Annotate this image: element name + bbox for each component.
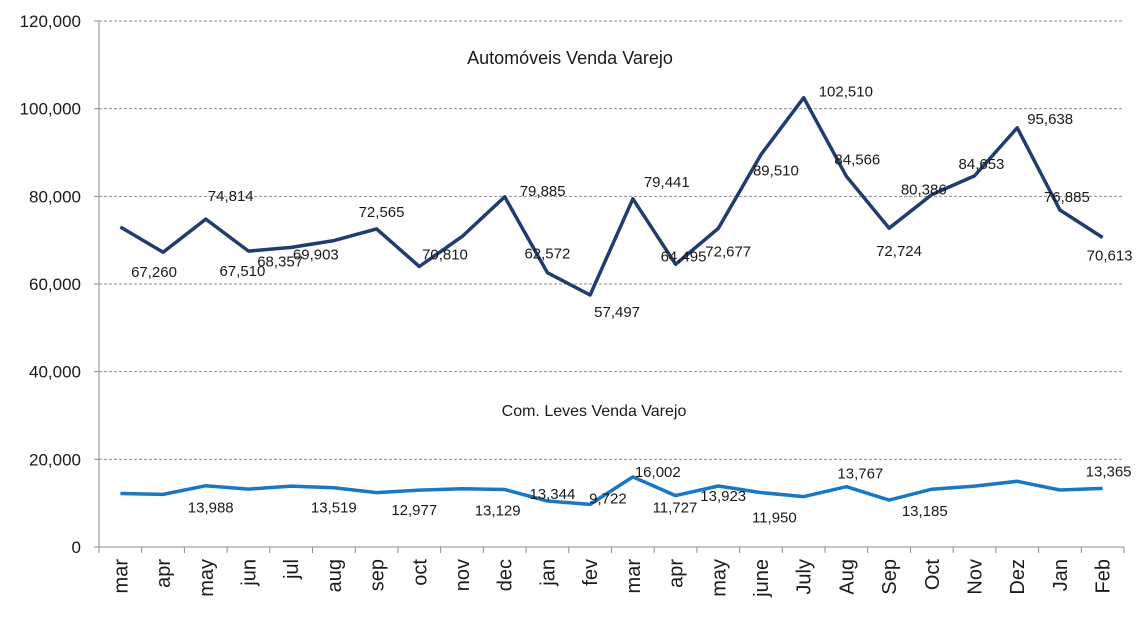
gridlines xyxy=(99,20,1124,460)
data-label: 64,495 xyxy=(661,248,707,265)
data-label: 79,885 xyxy=(520,183,566,200)
x-tick-label: mar xyxy=(110,559,132,594)
series-line-1 xyxy=(120,475,1103,507)
series-lines xyxy=(119,95,1104,507)
data-label: 79,441 xyxy=(644,174,690,191)
x-tick-label: Jan xyxy=(1050,559,1072,591)
data-label: 16,002 xyxy=(635,464,681,481)
x-tick-label: jan xyxy=(537,559,559,587)
x-tick-label: apr xyxy=(153,559,175,588)
y-tick-label: 120,000 xyxy=(20,12,81,31)
data-label: 89,510 xyxy=(753,163,799,180)
x-tick-label: Oct xyxy=(922,559,944,591)
series-name-com-leves: Com. Leves Venda Varejo xyxy=(502,403,687,420)
x-tick-label: apr xyxy=(666,559,688,588)
x-tick-label: dec xyxy=(495,559,517,591)
data-label: 67,510 xyxy=(219,263,265,280)
x-tick-label: Aug xyxy=(836,559,858,595)
x-axis-tick-labels: mar apr may jun jul aug sep oct nov dec jan fev mar a… xyxy=(110,559,1114,598)
data-label: 13,365 xyxy=(1086,463,1132,480)
x-tick-label: July xyxy=(794,559,816,595)
series-name-automoveis: Automóveis Venda Varejo xyxy=(467,48,673,68)
y-tick-label: 60,000 xyxy=(29,275,81,294)
data-label: 72,724 xyxy=(876,243,922,260)
axes xyxy=(94,20,1125,553)
data-label: 84,653 xyxy=(959,156,1005,173)
data-label: 95,638 xyxy=(1027,111,1073,128)
data-label: 72,677 xyxy=(705,243,751,260)
data-label: 84,566 xyxy=(834,151,880,168)
y-tick-label: 0 xyxy=(72,538,81,557)
y-tick-label: 100,000 xyxy=(20,100,81,119)
data-label: 57,497 xyxy=(594,304,640,321)
data-label: 62,572 xyxy=(524,246,570,263)
data-label: 70,810 xyxy=(422,247,468,264)
x-tick-label: oct xyxy=(409,559,431,586)
data-label: 67,260 xyxy=(131,264,177,281)
y-tick-label: 20,000 xyxy=(29,450,81,469)
data-label: 72,565 xyxy=(359,204,405,221)
data-label: 13,988 xyxy=(188,500,234,517)
y-tick-label: 40,000 xyxy=(29,363,81,382)
x-tick-label: mar xyxy=(623,559,645,594)
x-tick-label: jul xyxy=(281,559,303,580)
data-label: 76,885 xyxy=(1044,189,1090,206)
x-tick-label: jun xyxy=(238,559,260,587)
x-tick-label: Sep xyxy=(879,559,901,595)
data-label: 69,903 xyxy=(293,247,339,264)
x-tick-label: Dez xyxy=(1007,559,1029,595)
x-tick-label: Nov xyxy=(965,559,987,595)
data-label: 13,185 xyxy=(902,503,948,520)
data-label: 13,923 xyxy=(700,488,746,505)
x-tick-label: fev xyxy=(580,559,602,586)
y-axis-tick-labels: 0 20,000 40,000 60,000 80,000 100,000 120,000 xyxy=(20,12,81,557)
x-tick-label: nov xyxy=(452,559,474,591)
x-tick-label: may xyxy=(708,559,730,597)
data-label: 13,767 xyxy=(837,466,883,483)
data-label: 102,510 xyxy=(819,84,873,101)
x-tick-label: sep xyxy=(367,559,389,591)
x-tick-label: may xyxy=(196,559,218,597)
data-label: 13,519 xyxy=(311,500,357,517)
data-label: 9,722 xyxy=(589,490,627,507)
data-label: 80,386 xyxy=(901,182,947,199)
x-tick-label: june xyxy=(751,559,773,598)
data-label: 12,977 xyxy=(391,502,437,519)
data-label: 74,814 xyxy=(208,188,254,205)
data-label: 11,950 xyxy=(752,510,797,527)
x-tick-label: Feb xyxy=(1093,559,1115,593)
data-label: 13,129 xyxy=(475,502,521,519)
data-label: 68,357 xyxy=(257,253,303,270)
data-label: 11,727 xyxy=(653,500,698,517)
data-label: 70,613 xyxy=(1087,247,1133,264)
y-tick-label: 80,000 xyxy=(29,187,81,206)
x-tick-label: aug xyxy=(324,559,346,592)
data-label: 13,344 xyxy=(529,486,575,503)
series-line-0 xyxy=(119,95,1104,297)
